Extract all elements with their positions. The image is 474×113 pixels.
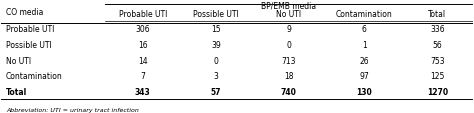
Text: 6: 6 (362, 25, 367, 34)
Text: 15: 15 (211, 25, 220, 34)
Text: 14: 14 (138, 56, 147, 65)
Text: 125: 125 (430, 72, 445, 81)
Text: 130: 130 (356, 87, 372, 96)
Text: CO media: CO media (6, 8, 44, 17)
Text: 3: 3 (213, 72, 218, 81)
Text: 7: 7 (140, 72, 145, 81)
Text: 18: 18 (284, 72, 293, 81)
Text: 56: 56 (432, 41, 442, 49)
Text: Possible UTI: Possible UTI (193, 10, 239, 19)
Text: BP/EMB media: BP/EMB media (261, 1, 317, 10)
Text: Probable UTI: Probable UTI (6, 25, 55, 34)
Text: 97: 97 (359, 72, 369, 81)
Text: 0: 0 (286, 41, 291, 49)
Text: Contamination: Contamination (336, 10, 392, 19)
Text: 1270: 1270 (427, 87, 448, 96)
Text: 9: 9 (286, 25, 291, 34)
Text: 16: 16 (138, 41, 147, 49)
Text: No UTI: No UTI (6, 56, 31, 65)
Text: 1: 1 (362, 41, 366, 49)
Text: No UTI: No UTI (276, 10, 301, 19)
Text: 343: 343 (135, 87, 151, 96)
Text: Probable UTI: Probable UTI (118, 10, 167, 19)
Text: Abbreviation: UTI = urinary tract infection: Abbreviation: UTI = urinary tract infect… (6, 107, 139, 112)
Text: 0: 0 (213, 56, 218, 65)
Text: 57: 57 (210, 87, 221, 96)
Text: 26: 26 (359, 56, 369, 65)
Text: Possible UTI: Possible UTI (6, 41, 52, 49)
Text: Total: Total (6, 87, 27, 96)
Text: 753: 753 (430, 56, 445, 65)
Text: Contamination: Contamination (6, 72, 63, 81)
Text: 713: 713 (282, 56, 296, 65)
Text: 39: 39 (211, 41, 221, 49)
Text: 306: 306 (136, 25, 150, 34)
Text: Total: Total (428, 10, 447, 19)
Text: 336: 336 (430, 25, 445, 34)
Text: 740: 740 (281, 87, 297, 96)
